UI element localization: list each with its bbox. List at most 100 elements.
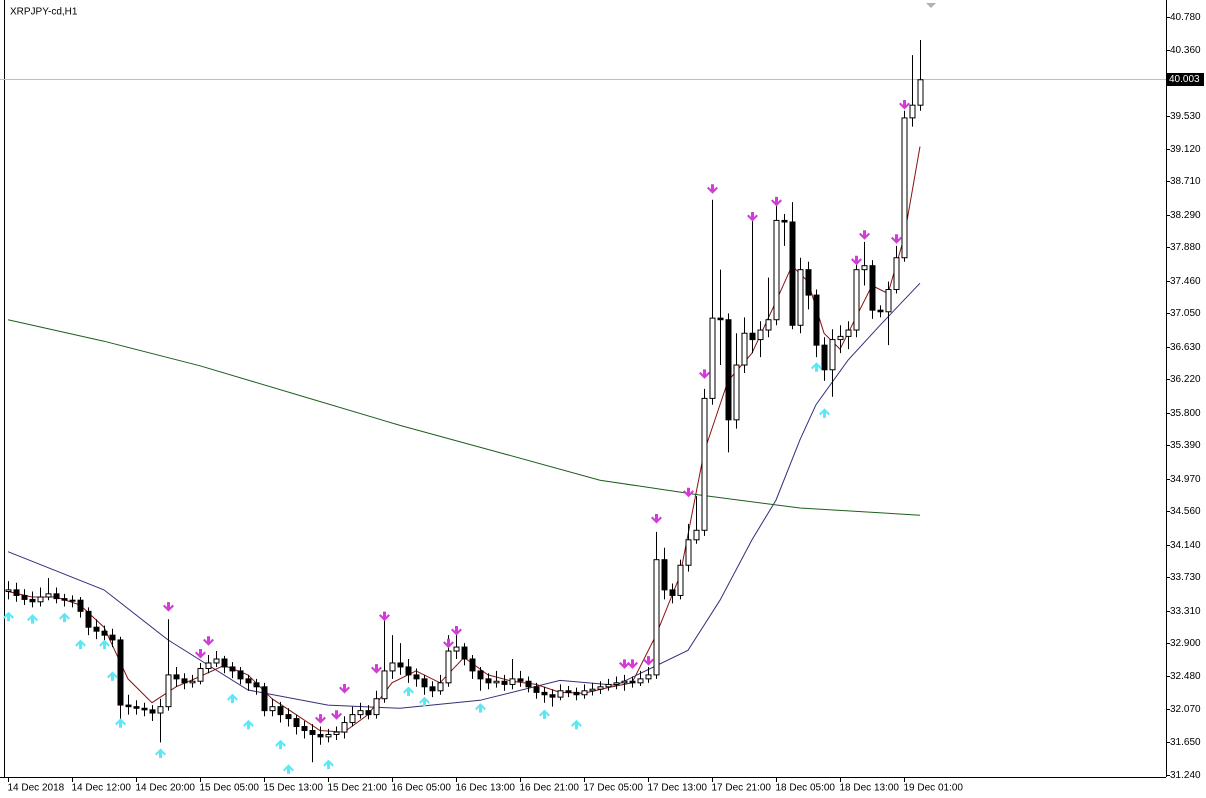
candle-body xyxy=(61,598,68,601)
candle-body xyxy=(45,593,52,598)
candle-body xyxy=(589,688,596,692)
x-tick-label: 17 Dec 05:00 xyxy=(584,783,644,794)
x-tick-label: 15 Dec 05:00 xyxy=(200,783,260,794)
candle-body xyxy=(653,559,660,676)
signal-arrow-up xyxy=(283,764,294,774)
candle-body xyxy=(789,221,796,326)
y-tick-label: 33.310 xyxy=(1170,606,1201,617)
candle-body xyxy=(597,686,604,690)
y-tick-label: 36.630 xyxy=(1170,342,1201,353)
candle-body xyxy=(549,694,556,698)
candle-body xyxy=(189,680,196,684)
candle-body xyxy=(917,79,924,106)
candle-body xyxy=(885,289,892,313)
candle-body xyxy=(757,329,764,341)
candle-body xyxy=(77,599,84,612)
signal-arrow-up xyxy=(811,362,822,372)
candle-body xyxy=(829,339,836,371)
candle-body xyxy=(517,678,524,682)
y-tick-label: 32.900 xyxy=(1170,638,1201,649)
signal-arrow-down xyxy=(451,625,462,636)
signal-arrow-down xyxy=(643,656,654,666)
y-tick-label: 37.050 xyxy=(1170,308,1201,319)
signal-arrow-up xyxy=(275,739,286,750)
candle-body xyxy=(69,599,76,602)
signal-arrow-up xyxy=(227,693,238,704)
signal-arrow-down xyxy=(339,683,350,694)
y-tick-label: 31.650 xyxy=(1170,737,1201,748)
candle-body xyxy=(213,658,220,664)
y-tick-label: 39.530 xyxy=(1170,111,1201,122)
signal-arrow-down xyxy=(707,184,718,194)
signal-arrow-down xyxy=(771,196,782,207)
candle-body xyxy=(125,704,132,708)
candle-body xyxy=(205,662,212,670)
x-tick-label: 14 Dec 12:00 xyxy=(72,783,132,794)
chart-title: XRPJPY-cd,H1 xyxy=(10,7,78,18)
signal-arrow-down xyxy=(195,649,206,659)
moving-average xyxy=(7,282,921,709)
candle-body xyxy=(797,269,804,326)
candle-body xyxy=(413,674,420,680)
signal-arrow-up xyxy=(155,748,166,758)
candle-body xyxy=(765,319,772,331)
candle-body xyxy=(229,666,236,672)
candle-body xyxy=(13,589,20,596)
candle-body xyxy=(493,680,500,684)
signal-arrow-down xyxy=(627,659,638,669)
candle-body xyxy=(373,698,380,716)
candle-body xyxy=(405,666,412,676)
candle-body xyxy=(733,364,740,421)
x-tick-label: 16 Dec 21:00 xyxy=(520,783,580,794)
candle-body xyxy=(661,559,668,591)
candle-body xyxy=(845,329,852,337)
candle-body xyxy=(533,686,540,693)
y-tick-label: 40.360 xyxy=(1170,45,1201,56)
signal-arrow-up xyxy=(819,408,830,418)
candle-body xyxy=(909,104,916,119)
signal-arrow-up xyxy=(403,686,414,696)
candle-body xyxy=(93,626,100,632)
candle-body xyxy=(277,706,284,716)
candle-body xyxy=(525,680,532,688)
candle-body xyxy=(741,332,748,366)
y-tick-label: 37.460 xyxy=(1170,276,1201,287)
candle-body xyxy=(333,731,340,735)
signal-arrow-down xyxy=(891,234,902,244)
signal-arrow-up xyxy=(539,709,550,720)
candle-body xyxy=(693,529,700,541)
candle-body xyxy=(101,630,108,636)
y-tick-label: 32.480 xyxy=(1170,671,1201,682)
signal-arrow-down xyxy=(747,212,758,222)
candle-body xyxy=(261,686,268,712)
candle-body xyxy=(893,257,900,291)
candle-body xyxy=(293,718,300,728)
candle-body xyxy=(629,680,636,684)
candle-body xyxy=(21,594,28,600)
candle-body xyxy=(773,219,780,321)
signal-arrow-down xyxy=(619,659,630,669)
current-price-label: 40.003 xyxy=(1169,74,1200,85)
candle-body xyxy=(821,344,828,371)
candle-body xyxy=(573,691,580,696)
candle-body xyxy=(53,593,60,600)
signal-arrow-down xyxy=(443,638,454,649)
x-tick-label: 16 Dec 13:00 xyxy=(456,783,516,794)
candle-body xyxy=(837,335,844,341)
candle-body xyxy=(181,678,188,684)
candle-body xyxy=(461,646,468,660)
candle-body xyxy=(637,678,644,684)
candle-body xyxy=(509,678,516,685)
signal-arrow-up xyxy=(27,614,38,624)
x-tick-label: 15 Dec 21:00 xyxy=(328,783,388,794)
y-tick-label: 32.070 xyxy=(1170,704,1201,715)
candle-body xyxy=(717,317,724,321)
candle-body xyxy=(861,265,868,271)
candle-body xyxy=(109,634,116,641)
candle-body xyxy=(709,317,716,399)
candle-body xyxy=(197,668,204,682)
candle-body xyxy=(749,332,756,341)
signal-arrow-down xyxy=(851,255,862,266)
